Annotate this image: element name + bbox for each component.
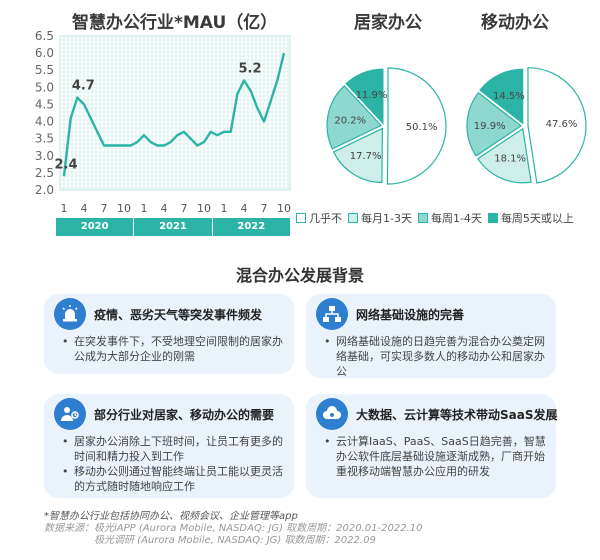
- section-title: 混合办公发展背景: [235, 266, 364, 285]
- card-network: 网络基础设施的完善 网络基础设施的日趋完善为混合办公奠定网络基础，可实现多数人的…: [306, 294, 556, 378]
- x-tick-label: 1: [221, 202, 228, 215]
- legend-swatch: [348, 213, 358, 223]
- pie-value-label: 14.5%: [493, 91, 525, 102]
- pie-slice: [386, 67, 447, 185]
- year-label-2020: 2020: [56, 218, 135, 236]
- worker-icon: [54, 398, 86, 430]
- legend-label: 几乎不: [309, 212, 342, 225]
- legend-label: 每周1-4天: [430, 212, 482, 225]
- mobile-office-pie: 47.6% 18.1% 19.9% 14.5%: [466, 67, 587, 184]
- card-header: 大数据、云计算等技术带动SaaS发展: [316, 398, 557, 430]
- pie-slice: [326, 85, 383, 150]
- home-office-pie: 50.1% 17.7% 20.2% 11.9%: [326, 67, 447, 185]
- y-tick-label: 3.0: [35, 149, 54, 163]
- legend-label: 每周5天或以上: [500, 212, 574, 225]
- x-tick-label: 7: [261, 202, 268, 215]
- card-bullet: 居家办公消除上下班时间，让员工有更多的时间和精力投入到工作: [60, 434, 284, 464]
- x-tick-label: 7: [181, 202, 188, 215]
- pie-value-label: 17.7%: [350, 151, 382, 162]
- legend-item: 每周1-4天: [417, 210, 482, 226]
- y-tick-label: 6.0: [35, 46, 54, 60]
- card-body: 居家办公消除上下班时间，让员工有更多的时间和精力投入到工作 移动办公则通过智能终…: [60, 434, 284, 494]
- card-bullet: 移动办公则通过智能终端让员工能以更灵活的方式随时随地响应工作: [60, 464, 284, 494]
- card-bullet: 云计算IaaS、PaaS、SaaS日趋完善，智慧办公软件底层基础设施逐渐成熟，厂…: [322, 434, 546, 479]
- y-tick-label: 4.5: [35, 97, 54, 111]
- source-label: 数据来源：: [44, 523, 94, 534]
- footnote: *智慧办公行业包括协同办公、视频会议、企业管理等app 数据来源： 极光iAPP …: [44, 511, 422, 547]
- card-body: 网络基础设施的日趋完善为混合办公奠定网络基础，可实现多数人的移动办公和居家办公: [322, 334, 546, 379]
- x-tick-label: 10: [277, 202, 291, 215]
- x-tick-label: 4: [241, 202, 248, 215]
- source-line: 极光调研 (Aurora Mobile, NASDAQ: JG) 取数周期：20…: [94, 535, 376, 546]
- x-tick-label: 1: [141, 202, 148, 215]
- x-tick-label: 10: [117, 202, 131, 215]
- pie-value-label: 19.9%: [474, 121, 506, 132]
- legend-label: 每月1-3天: [361, 212, 412, 225]
- legend-item: 每月1-3天: [348, 210, 412, 226]
- x-tick-label: 4: [161, 202, 168, 215]
- x-tick-label: 7: [101, 202, 108, 215]
- pie-slice: [466, 91, 523, 157]
- mau-series-line: [62, 52, 286, 177]
- legend-item: 几乎不: [296, 210, 342, 226]
- pie-slice: [332, 127, 384, 184]
- pie-slice: [479, 68, 524, 125]
- card-industry: 部分行业对居家、移动办公的需要 居家办公消除上下班时间，让员工有更多的时间和精力…: [44, 394, 294, 498]
- pie-value-label: 11.9%: [356, 90, 388, 101]
- card-emergency: 疫情、恶劣天气等突发事件频发 在突发事件下，不受地理空间限制的居家办公成为大部分…: [44, 294, 294, 374]
- y-tick-label: 4.0: [35, 115, 54, 129]
- card-header: 疫情、恶劣天气等突发事件频发: [54, 298, 262, 330]
- pie-slice: [527, 67, 587, 184]
- data-label: 5.2: [238, 61, 261, 76]
- legend-swatch: [417, 213, 428, 223]
- source-lines: 极光iAPP (Aurora Mobile, NASDAQ: JG) 取数周期：…: [94, 523, 422, 547]
- mau-chart-title: 智慧办公行业*MAU（亿）: [72, 13, 278, 33]
- plot-area: [59, 35, 291, 191]
- y-tick-label: 3.5: [35, 132, 54, 146]
- footnote-source: 数据来源： 极光iAPP (Aurora Mobile, NASDAQ: JG) …: [44, 523, 422, 547]
- y-tick-label: 5.0: [35, 80, 54, 94]
- footnote-note: *智慧办公行业包括协同办公、视频会议、企业管理等app: [44, 511, 298, 522]
- x-tick-label: 10: [197, 202, 211, 215]
- card-title: 疫情、恶劣天气等突发事件频发: [94, 307, 263, 322]
- y-tick-label: 2.5: [35, 166, 54, 180]
- data-label: 4.7: [72, 79, 95, 94]
- y-tick-label: 2.0: [35, 183, 54, 197]
- pie-value-label: 18.1%: [494, 153, 526, 164]
- year-band: 2020 2021 2022: [56, 218, 290, 236]
- data-label: 2.4: [54, 157, 77, 172]
- pie-value-label: 47.6%: [546, 119, 578, 130]
- cloud-icon: [316, 398, 348, 430]
- mobile-office-title: 移动办公: [481, 13, 549, 33]
- pie-value-label: 50.1%: [406, 122, 438, 133]
- legend-item: 每周5天或以上: [487, 210, 574, 226]
- pie-value-label: 20.2%: [334, 116, 366, 127]
- alarm-icon: [54, 298, 86, 330]
- card-body: 在突发事件下，不受地理空间限制的居家办公成为大部分企业的刚需: [60, 334, 284, 364]
- card-header: 部分行业对居家、移动办公的需要: [54, 398, 274, 430]
- card-saas: 大数据、云计算等技术带动SaaS发展 云计算IaaS、PaaS、SaaS日趋完善…: [306, 394, 557, 498]
- pie-slice: [477, 127, 532, 184]
- y-tick-label: 5.5: [35, 63, 54, 77]
- card-title: 部分行业对居家、移动办公的需要: [94, 407, 275, 422]
- x-tick-label: 1: [61, 202, 68, 215]
- card-bullet: 网络基础设施的日趋完善为混合办公奠定网络基础，可实现多数人的移动办公和居家办公: [322, 334, 546, 379]
- year-label-2022: 2022: [237, 221, 266, 232]
- home-office-title: 居家办公: [354, 13, 422, 33]
- pie-legend: 几乎不 每月1-3天 每周1-4天 每周5天或以上: [296, 210, 574, 226]
- mau-line-chart: 6.56.05.55.04.54.03.53.02.52.01 4 7 10 1 4 7 10…: [35, 30, 291, 215]
- network-icon: [316, 298, 348, 330]
- card-title: 大数据、云计算等技术带动SaaS发展: [356, 407, 558, 422]
- card-header: 网络基础设施的完善: [316, 298, 464, 330]
- card-bullet: 在突发事件下，不受地理空间限制的居家办公成为大部分企业的刚需: [60, 334, 284, 364]
- card-title: 网络基础设施的完善: [356, 307, 465, 322]
- pie-slice: [345, 68, 384, 125]
- legend-swatch: [487, 213, 498, 223]
- card-body: 云计算IaaS、PaaS、SaaS日趋完善，智慧办公软件底层基础设施逐渐成熟，厂…: [322, 434, 546, 479]
- year-label-2021: 2021: [134, 218, 213, 236]
- y-tick-label: 6.5: [35, 30, 54, 43]
- legend-swatch: [296, 213, 306, 223]
- x-tick-label: 4: [81, 202, 88, 215]
- source-line: 极光iAPP (Aurora Mobile, NASDAQ: JG) 取数周期：…: [94, 523, 423, 534]
